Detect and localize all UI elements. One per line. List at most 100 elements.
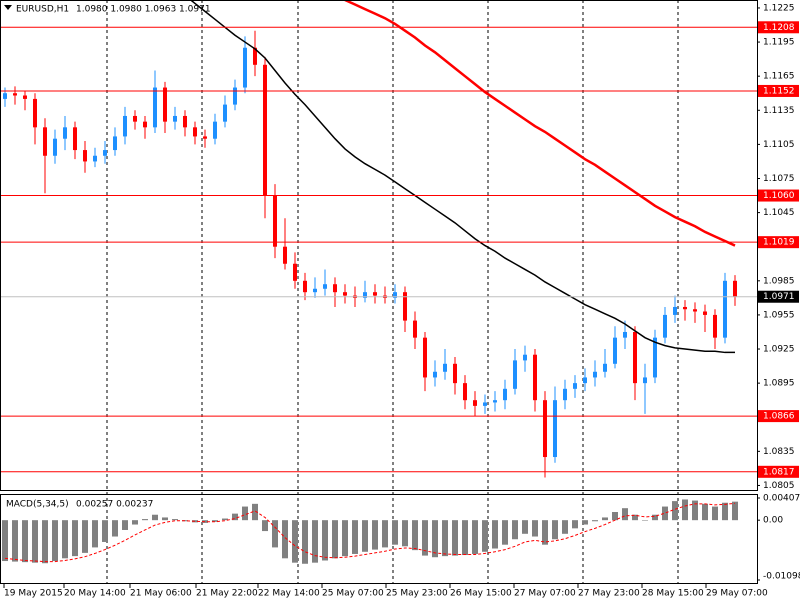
macd-bar <box>262 520 268 532</box>
candle-body <box>303 280 307 293</box>
y-tick-label: 1.0925 <box>763 345 795 355</box>
macd-bar <box>172 519 178 521</box>
candle-body <box>623 331 627 338</box>
candle-body <box>313 288 317 293</box>
macd-bar <box>512 520 518 540</box>
macd-signal <box>4 502 736 563</box>
candle-body <box>43 127 47 156</box>
candle-body <box>253 47 257 65</box>
candle-body <box>673 306 677 315</box>
macd-bar <box>452 520 458 556</box>
candle-body <box>283 246 287 264</box>
macd-bar <box>202 520 208 523</box>
macd-bar <box>542 520 548 545</box>
candle-body <box>443 363 447 372</box>
level-label: 1.1060 <box>763 191 795 201</box>
macd-bar <box>342 520 348 557</box>
candle-body <box>583 377 587 384</box>
macd-bar <box>362 520 368 552</box>
x-tick-label: 22 May 14:00 <box>258 589 320 599</box>
candle-body <box>63 127 67 139</box>
macd-bar <box>322 520 328 561</box>
y-tick-label: -0.01098 <box>763 572 800 582</box>
x-tick-label: 27 May 23:00 <box>578 589 640 599</box>
macd-title: MACD(5,34,5) <box>6 500 69 510</box>
last-price-bg <box>758 290 799 303</box>
candle-body <box>543 400 547 458</box>
candle-body <box>563 388 567 401</box>
macd-bar <box>352 520 358 554</box>
candle-body <box>203 136 207 139</box>
macd-pane <box>2 499 738 564</box>
candle-body <box>533 354 537 401</box>
macd-bar <box>582 520 588 525</box>
macd-bar <box>722 502 728 521</box>
macd-bar <box>662 506 668 521</box>
macd-bar <box>102 520 108 542</box>
macd-bar <box>592 520 598 522</box>
candle-body <box>713 314 717 338</box>
x-tick-label: 28 May 15:00 <box>642 589 704 599</box>
macd-bar <box>472 520 478 554</box>
candle-body <box>23 95 27 99</box>
last-price-label: 1.0971 <box>763 292 795 302</box>
candle-body <box>503 388 507 401</box>
y-tick-label: 0.00407 <box>763 494 800 504</box>
x-tick-label: 29 May 07:00 <box>706 589 768 599</box>
macd-bar <box>312 520 318 563</box>
macd-bar <box>682 499 688 521</box>
x-tick-label: 21 May 22:00 <box>196 589 258 599</box>
macd-bar <box>332 520 338 559</box>
candle-body <box>293 263 297 281</box>
candle-body <box>393 292 397 298</box>
x-tick-label: 26 May 15:00 <box>450 589 512 599</box>
macd-bar <box>112 520 118 537</box>
macd-bar <box>422 520 428 556</box>
x-tick-label: 19 May 2015 <box>4 589 63 599</box>
macd-bar <box>2 520 8 562</box>
macd-bar <box>142 519 148 521</box>
y-tick-label: 1.1195 <box>763 38 795 48</box>
candle-body <box>473 400 477 406</box>
price-pane <box>0 0 757 478</box>
candle-body <box>553 400 557 458</box>
candle-body <box>683 306 687 310</box>
candle-body <box>653 337 657 378</box>
level-label-bg <box>758 189 799 202</box>
macd-bar <box>732 501 738 521</box>
y-tick-label: 1.1165 <box>763 72 795 82</box>
candle-body <box>593 371 597 378</box>
macd-bar <box>212 520 218 522</box>
x-tick-label: 21 May 06:00 <box>130 589 192 599</box>
macd-bar <box>622 508 628 521</box>
macd-bar <box>302 520 308 564</box>
macd-bar <box>182 520 188 522</box>
candle-body <box>703 311 707 315</box>
level-label: 1.0817 <box>763 467 795 477</box>
candle-body <box>13 93 17 96</box>
candle-body <box>173 115 177 122</box>
candle-body <box>463 383 467 401</box>
candle-body <box>83 150 87 162</box>
macd-bar <box>232 513 238 521</box>
macd-bar <box>672 501 678 521</box>
candle-body <box>273 195 277 247</box>
macd-bar <box>92 520 98 548</box>
symbol: EURUSD,H1 <box>16 5 69 15</box>
candle-body <box>113 136 117 151</box>
macd-bar <box>432 520 438 558</box>
y-tick-label: 1.1135 <box>763 106 795 116</box>
candle-body <box>513 360 517 389</box>
macd-bar <box>32 520 38 563</box>
candle-body <box>603 363 607 372</box>
menu-arrow[interactable] <box>4 5 12 10</box>
candle-body <box>143 121 147 128</box>
macd-bar <box>242 506 248 521</box>
candle-body <box>33 98 37 128</box>
macd-bar <box>522 520 528 534</box>
moving-average <box>189 0 735 354</box>
macd-bar <box>532 520 538 537</box>
candle-body <box>433 371 437 378</box>
